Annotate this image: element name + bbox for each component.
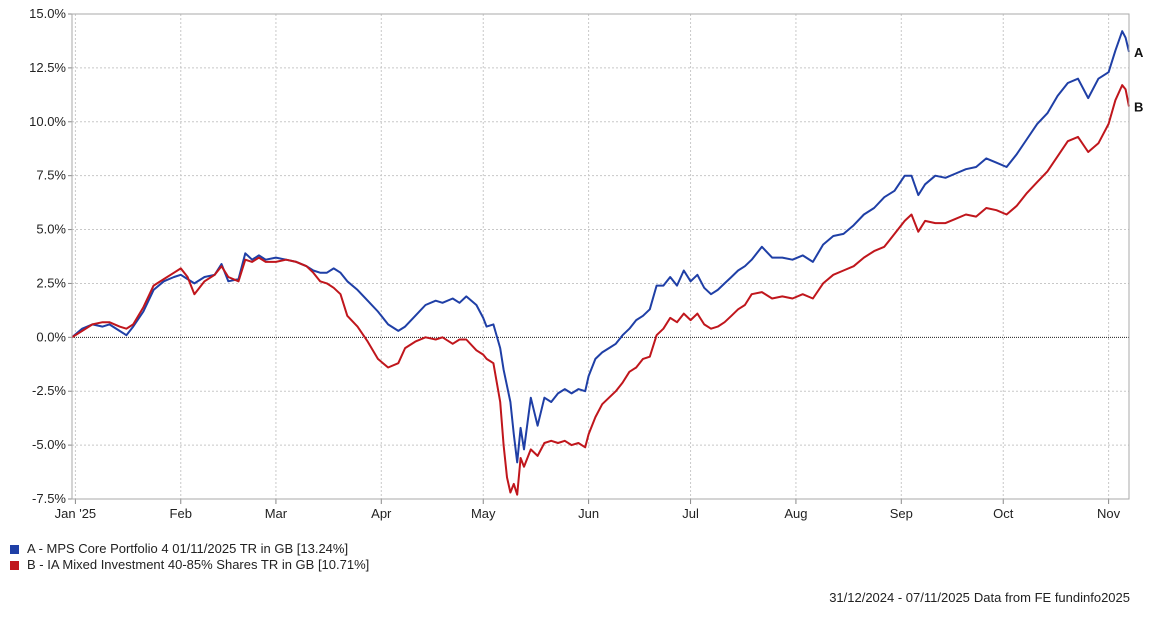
y-tick-label: 5.0%	[36, 222, 66, 237]
y-tick-label: 12.5%	[29, 60, 66, 75]
x-tick-label: Jan '25	[55, 506, 97, 521]
y-axis: -7.5% -5.0% -2.5% 0.0% 2.5% 5.0% 7.5% 10.0% 12.5…	[29, 6, 72, 506]
series-line-a	[71, 30, 1130, 464]
performance-chart: -7.5% -5.0% -2.5% 0.0% 2.5% 5.0% 7.5% 10.0% 12.5…	[29, 6, 1144, 521]
x-tick-label: Jul	[682, 506, 699, 521]
x-tick-label: Mar	[265, 506, 288, 521]
footer-source: 31/12/2024 - 07/11/2025 Data from FE fund…	[829, 590, 1130, 605]
legend-item-a: A - MPS Core Portfolio 4 01/11/2025 TR i…	[10, 541, 369, 557]
x-tick-label: Aug	[784, 506, 807, 521]
plot-frame	[71, 13, 1130, 500]
y-tick-label: 15.0%	[29, 6, 66, 21]
series-lines: AB	[71, 30, 1144, 496]
legend-swatch-b	[10, 560, 19, 570]
y-tick-label: -2.5%	[32, 383, 66, 398]
y-tick-label: -5.0%	[32, 437, 66, 452]
series-line-b	[71, 84, 1130, 496]
footer-date-range: 31/12/2024 - 07/11/2025	[829, 590, 970, 605]
y-tick-label: 10.0%	[29, 114, 66, 129]
y-tick-label: 7.5%	[36, 168, 66, 183]
x-axis: Jan '25 Feb Mar Apr May Jun Jul Aug Sep Oct Nov	[55, 499, 1121, 521]
x-tick-label: May	[471, 506, 496, 521]
x-tick-label: Oct	[993, 506, 1014, 521]
x-tick-label: Jun	[578, 506, 599, 521]
legend-item-b: B - IA Mixed Investment 40-85% Shares TR…	[10, 557, 369, 573]
x-tick-label: Sep	[890, 506, 913, 521]
x-tick-label: Feb	[170, 506, 192, 521]
legend: A - MPS Core Portfolio 4 01/11/2025 TR i…	[10, 541, 369, 573]
legend-label-b: B - IA Mixed Investment 40-85% Shares TR…	[27, 557, 370, 572]
footer-source-text: Data from FE fundinfo2025	[973, 590, 1130, 605]
x-tick-label: Nov	[1097, 506, 1121, 521]
series-end-label-b: B	[1134, 99, 1143, 114]
y-tick-label: -7.5%	[32, 491, 66, 506]
x-tick-label: Apr	[371, 506, 392, 521]
grid-lines	[72, 13, 1129, 500]
y-tick-label: 0.0%	[36, 329, 66, 344]
series-end-label-a: A	[1134, 45, 1144, 60]
legend-swatch-a	[10, 544, 19, 554]
y-tick-label: 2.5%	[36, 275, 66, 290]
legend-label-a: A - MPS Core Portfolio 4 01/11/2025 TR i…	[27, 541, 349, 556]
